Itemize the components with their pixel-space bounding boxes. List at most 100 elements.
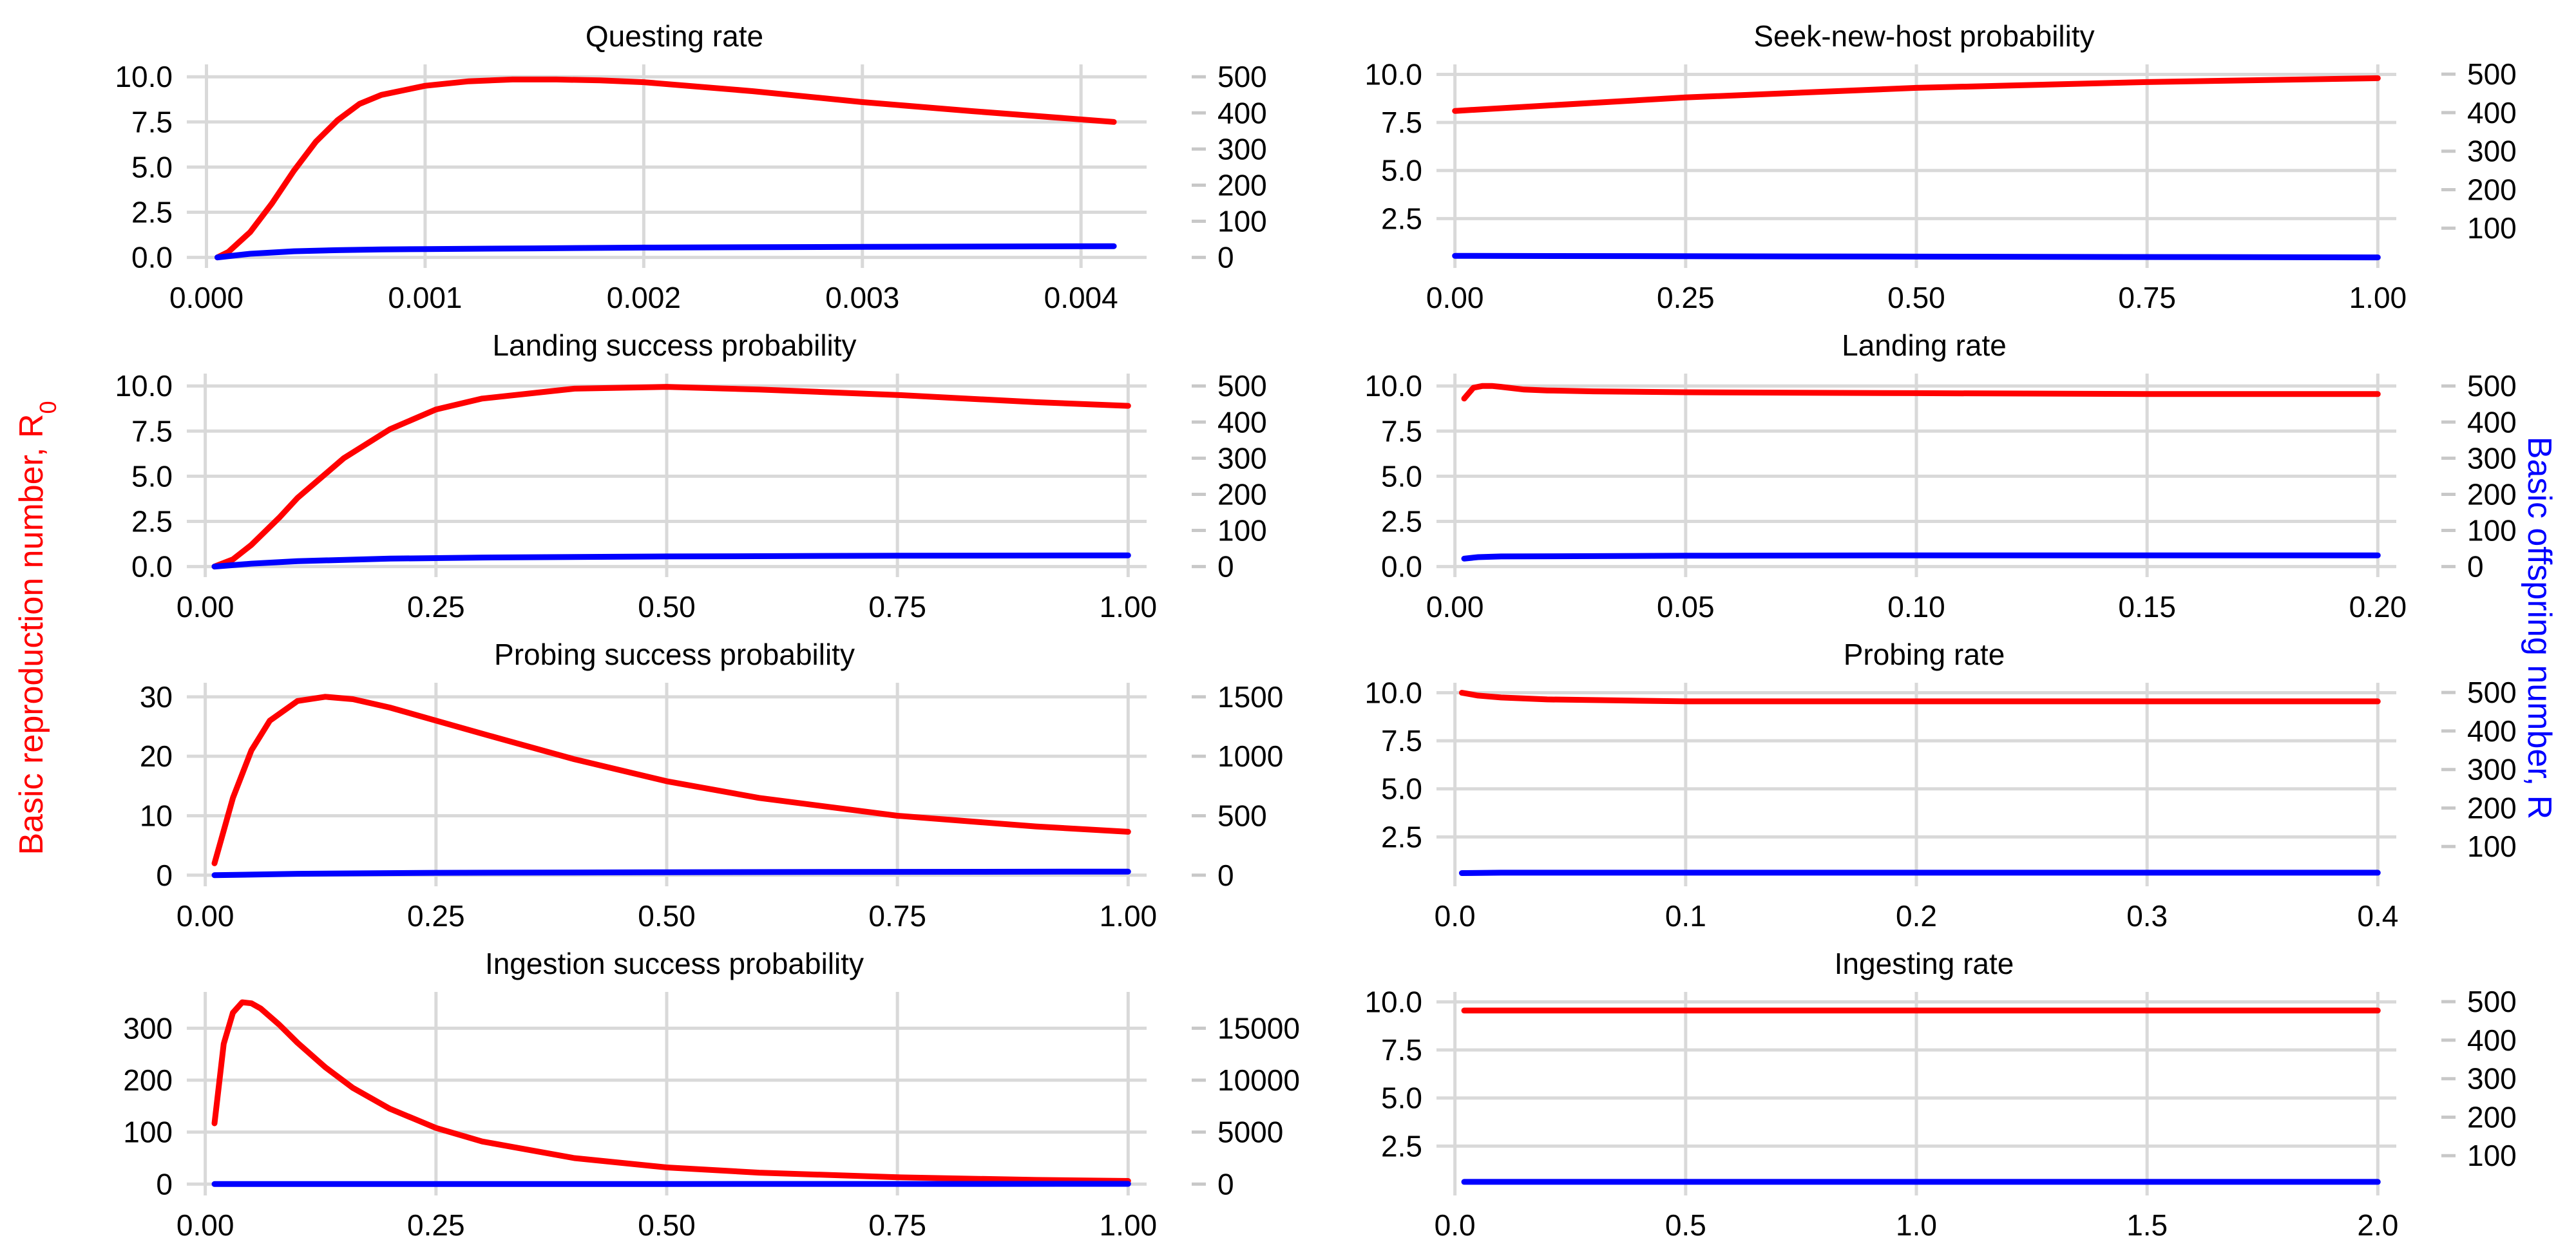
y-right-tick-label: 400 bbox=[2467, 714, 2517, 748]
y-right-tick-label: 100 bbox=[2467, 830, 2517, 863]
x-tick-label: 1.0 bbox=[1896, 1208, 1937, 1242]
y-left-tick-label: 2.5 bbox=[1381, 202, 1422, 235]
x-tick-label: 0.0 bbox=[1435, 899, 1476, 933]
chart-grid: 0.02.55.07.510.00.000 0.001 0.002 0.003 0.00… bbox=[115, 19, 2516, 1242]
x-tick-label: 0.25 bbox=[407, 1208, 465, 1242]
chart-panel-3: 0.0 2.5 5.0 7.5 10.0 0.00 0.25 0.50 0.75 1.00 0100… bbox=[115, 328, 1266, 623]
x-tick-label: 0.20 bbox=[2349, 590, 2407, 623]
reproduction-number-line bbox=[211, 694, 1131, 866]
y-right-tick-label: 15000 bbox=[1217, 1011, 1300, 1045]
y-right-tick-label: 500 bbox=[1217, 60, 1267, 93]
y-left-tick-label: 10.0 bbox=[1364, 369, 1422, 403]
y-left-tick-label: 0.0 bbox=[131, 241, 173, 274]
x-tick-label: 0.50 bbox=[638, 590, 696, 623]
y-right-tick-label: 300 bbox=[1217, 132, 1267, 166]
x-tick-label: 1.00 bbox=[2349, 281, 2407, 314]
x-tick-label: 0.4 bbox=[2357, 899, 2398, 933]
y-right-tick-label: 300 bbox=[2467, 135, 2517, 168]
y-right-tick-label: 200 bbox=[2467, 477, 2517, 511]
y-right-tick-label: 500 bbox=[1217, 799, 1267, 832]
x-tick-label: 0.25 bbox=[1657, 281, 1715, 314]
offspring-number-line bbox=[211, 552, 1131, 570]
left-axis-title-main: Basic reproduction number, R bbox=[13, 414, 50, 855]
y-left-tick-label: 5.0 bbox=[1381, 772, 1422, 806]
y-left-tick-label: 0.0 bbox=[1381, 550, 1422, 584]
x-tick-label: 0.15 bbox=[2118, 590, 2176, 623]
y-right-tick-label: 200 bbox=[2467, 173, 2517, 206]
offspring-number-line bbox=[1461, 552, 2381, 562]
y-left-tick-label: 30 bbox=[140, 680, 173, 714]
y-right-tick-label: 10000 bbox=[1217, 1063, 1300, 1097]
y-left-tick-label: 10.0 bbox=[115, 369, 173, 403]
y-left-tick-label: 2.5 bbox=[1381, 820, 1422, 853]
chart-panel-5: 0 10 20 30 0.00 0.25 0.50 0.75 1.00 0 500 1000 1500 P… bbox=[140, 638, 1284, 933]
y-left-tick-label: 0.0 bbox=[131, 550, 173, 584]
panel-title: Landing success probability bbox=[492, 328, 856, 362]
y-left-tick-label: 2.5 bbox=[131, 195, 173, 229]
y-right-tick-label: 400 bbox=[2467, 1023, 2517, 1057]
y-right-tick-label: 100 bbox=[2467, 211, 2517, 245]
y-right-tick-label: 400 bbox=[1217, 96, 1267, 129]
offspring-number-line bbox=[211, 868, 1131, 879]
x-tick-label: 0.10 bbox=[1887, 590, 1945, 623]
x-tick-label: 0.25 bbox=[407, 899, 465, 933]
y-left-tick-label: 10.0 bbox=[1364, 985, 1422, 1018]
reproduction-number-line bbox=[1458, 690, 2381, 705]
reproduction-number-line bbox=[215, 76, 1117, 261]
x-tick-label: 1.00 bbox=[1100, 590, 1158, 623]
y-right-tick-label: 1500 bbox=[1217, 680, 1283, 714]
x-tick-label: 0.2 bbox=[1896, 899, 1937, 933]
y-right-tick-label: 200 bbox=[1217, 168, 1267, 202]
y-right-tick-label: 0 bbox=[1217, 1167, 1234, 1201]
x-tick-label: 0.0 bbox=[1435, 1208, 1476, 1242]
x-tick-label: 0.1 bbox=[1665, 899, 1706, 933]
x-tick-label: 0.75 bbox=[2118, 281, 2176, 314]
y-right-tick-label: 500 bbox=[1217, 369, 1267, 403]
y-left-tick-label: 0 bbox=[156, 1167, 173, 1201]
chart-panel-2: 2.5 5.0 7.5 10.0 0.00 0.25 0.50 0.75 1.00 100 200 3… bbox=[1364, 19, 2516, 314]
y-right-tick-label: 100 bbox=[1217, 514, 1267, 547]
x-tick-label: 0.50 bbox=[638, 899, 696, 933]
y-left-tick-label: 20 bbox=[140, 739, 173, 773]
y-right-tick-label: 0 bbox=[1217, 859, 1234, 892]
x-tick-label: 0.75 bbox=[868, 899, 926, 933]
y-right-tick-label: 400 bbox=[2467, 405, 2517, 439]
y-right-tick-label: 0 bbox=[1217, 550, 1234, 584]
x-tick-label: 1.00 bbox=[1100, 1208, 1158, 1242]
y-left-tick-label: 2.5 bbox=[1381, 504, 1422, 538]
y-right-tick-label: 500 bbox=[2467, 57, 2517, 91]
right-axis-title: Basic offspring number, R bbox=[2521, 437, 2558, 819]
y-left-tick-label: 7.5 bbox=[1381, 106, 1422, 139]
y-left-tick-label: 0 bbox=[156, 859, 173, 892]
panel-title: Ingesting rate bbox=[1835, 947, 2014, 980]
y-left-tick-label: 10.0 bbox=[1364, 57, 1422, 91]
y-right-tick-label: 300 bbox=[2467, 1062, 2517, 1096]
x-tick-label: 0.5 bbox=[1665, 1208, 1706, 1242]
left-axis-title-subscript: 0 bbox=[35, 401, 61, 414]
chart-panel-4: 0.0 2.5 5.0 7.5 10.0 0.00 0.05 0.10 0.15 0.20 0100… bbox=[1364, 328, 2516, 623]
x-tick-label: 2.0 bbox=[2357, 1208, 2398, 1242]
y-left-tick-label: 7.5 bbox=[1381, 1033, 1422, 1067]
x-tick-label: 0.05 bbox=[1657, 590, 1715, 623]
x-tick-label: 0.25 bbox=[407, 590, 465, 623]
y-right-tick-label: 100 bbox=[2467, 1139, 2517, 1172]
x-tick-label: 0.3 bbox=[2126, 899, 2168, 933]
y-right-tick-label: 500 bbox=[2467, 676, 2517, 709]
y-left-tick-label: 10.0 bbox=[115, 60, 173, 93]
panel-title: Landing rate bbox=[1842, 328, 2007, 362]
x-tick-label: 0.003 bbox=[825, 281, 899, 314]
chart-panel-8: 2.5 5.0 7.5 10.0 0.0 0.5 1.0 1.5 2.0 100 200 300 400… bbox=[1364, 947, 2516, 1242]
offspring-number-line bbox=[215, 243, 1117, 261]
y-right-tick-label: 500 bbox=[2467, 985, 2517, 1018]
chart-panel-1: 0.0 2.5 5.0 7.5 10.0 0.000 0.001 0.002 0.003 0.00… bbox=[115, 19, 1266, 314]
panel-title: Questing rate bbox=[586, 19, 763, 53]
reproduction-number-line bbox=[1461, 383, 2381, 402]
x-tick-label: 0.50 bbox=[1887, 281, 1945, 314]
y-right-tick-label: 400 bbox=[1217, 405, 1267, 439]
y-right-tick-label: 5000 bbox=[1217, 1116, 1283, 1149]
reproduction-number-line bbox=[211, 384, 1131, 570]
y-left-tick-label: 7.5 bbox=[131, 414, 173, 448]
y-left-tick-label: 10 bbox=[140, 799, 173, 832]
y-right-tick-label: 300 bbox=[1217, 441, 1267, 475]
x-tick-label: 0.00 bbox=[177, 899, 234, 933]
